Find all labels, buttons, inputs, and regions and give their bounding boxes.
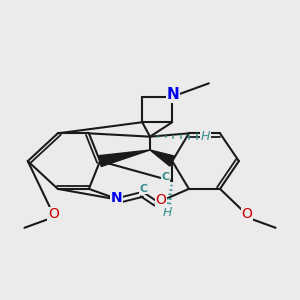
Polygon shape (99, 150, 150, 166)
Text: H: H (201, 130, 210, 143)
Polygon shape (150, 150, 175, 166)
Text: N: N (167, 87, 180, 102)
Text: H: H (163, 206, 172, 219)
Text: C: C (161, 172, 169, 182)
Text: O: O (156, 193, 167, 207)
Text: O: O (241, 207, 252, 221)
Text: O: O (48, 207, 59, 221)
Text: C: C (139, 184, 147, 194)
Text: N: N (111, 191, 122, 205)
